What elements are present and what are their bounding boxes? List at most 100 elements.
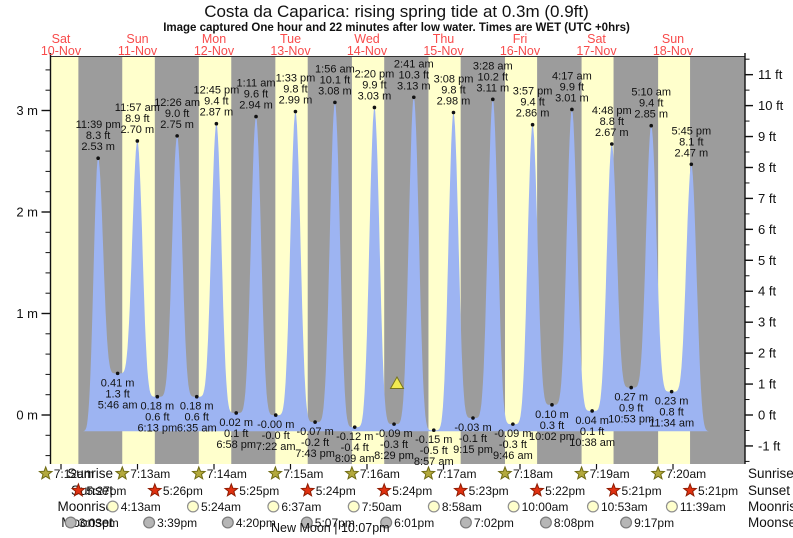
low-tide-feet: -0.0 ft: [262, 430, 290, 442]
high-tide-feet: 8.1 ft: [679, 136, 703, 148]
tide-extreme-dot: [550, 403, 554, 407]
low-tide-label: -0.09 m-0.3 ft9:46 am: [493, 422, 533, 462]
moonset-entry: 5:07pm: [300, 516, 355, 530]
high-tide-time: 11:57 am: [115, 102, 160, 114]
moonset-icon: [221, 516, 234, 529]
moonset-entry: 9:17pm: [620, 516, 674, 530]
sunrise-entry: 7:19am: [573, 465, 630, 481]
low-tide-label: -0.12 m-0.4 ft8:09 am: [335, 425, 375, 465]
low-tide-feet: -0.2 ft: [301, 437, 329, 449]
moonrise-icon: [186, 500, 199, 513]
moonset-row-label-right: Moonset: [748, 515, 793, 530]
high-tide-feet: 9.0 ft: [165, 108, 189, 120]
moonrise-icon: [267, 500, 280, 513]
moonrise-entry: 10:00am: [507, 500, 568, 514]
day-date: 13-Nov: [270, 44, 311, 58]
moonset-entry: 8:08pm: [539, 516, 594, 530]
sunset-time: 5:21pm: [698, 484, 738, 498]
high-tide-time: 3:08 pm: [434, 74, 474, 86]
left-axis-tick-label: 1 m: [16, 306, 38, 321]
day-date: 18-Nov: [653, 44, 694, 58]
tide-extreme-dot: [629, 385, 633, 390]
sunset-entry: 5:21pm: [682, 482, 738, 498]
low-tide-time: 11:34 am: [649, 418, 694, 430]
high-tide-metres: 3.08 m: [318, 85, 352, 97]
low-tide-metres: 0.10 m: [535, 409, 569, 421]
high-tide-label: 3:08 pm9.8 ft2.98 m: [434, 74, 474, 115]
tide-extreme-dot: [392, 422, 396, 426]
right-axis-tick-label: 0 ft: [758, 408, 776, 423]
low-tide-feet: 0.9 ft: [619, 403, 643, 415]
high-tide-feet: 10.2 ft: [478, 71, 509, 83]
sunset-icon: [223, 482, 239, 497]
tide-extreme-dot: [610, 142, 614, 146]
high-tide-time: 1:33 pm: [276, 73, 316, 85]
sunrise-entry: 7:14am: [191, 465, 247, 481]
low-tide-time: 8:09 am: [335, 453, 375, 465]
moonrise-entry: 5:24am: [186, 500, 241, 514]
high-tide-label: 12:45 pm9.4 ft2.87 m: [193, 85, 239, 126]
low-tide-time: 10:53 pm: [608, 414, 654, 426]
high-tide-feet: 9.9 ft: [560, 81, 584, 93]
moonset-time: 8:08pm: [554, 516, 594, 530]
moonrise-time: 11:39am: [680, 500, 726, 514]
high-tide-metres: 2.85 m: [634, 109, 668, 121]
moonrise-time: 10:53am: [601, 500, 648, 514]
moonrise-icon: [106, 500, 119, 513]
sunrise-icon: [497, 465, 513, 480]
sunset-icon: [376, 482, 392, 497]
high-tide-label: 3:57 pm9.4 ft2.86 m: [513, 86, 552, 127]
moonset-time: 3:39pm: [157, 516, 197, 530]
high-tide-time: 12:26 am: [154, 97, 200, 109]
low-tide-time: 5:46 am: [98, 399, 138, 411]
high-tide-label: 1:33 pm9.8 ft2.99 m: [276, 73, 316, 114]
chart-title: Costa da Caparica: rising spring tide at…: [204, 2, 589, 21]
right-axis-tick-label: 11 ft: [758, 67, 783, 82]
moonset-time: 4:20pm: [236, 516, 276, 530]
high-tide-metres: 3.11 m: [476, 82, 509, 94]
moonrise-icon: [586, 500, 599, 513]
sunrise-entry: 7:15am: [267, 465, 323, 481]
high-tide-time: 11:39 pm: [76, 119, 121, 131]
sunset-entry: 5:24pm: [376, 482, 432, 498]
sunrise-icon: [650, 465, 666, 480]
moonrise-time: 4:13am: [121, 500, 161, 514]
high-tide-time: 5:45 pm: [671, 125, 711, 137]
low-tide-feet: -0.3 ft: [380, 439, 408, 451]
moonset-entry: 3:39pm: [143, 516, 197, 530]
tide-extreme-dot: [155, 394, 160, 399]
moonset-icon: [620, 516, 633, 529]
right-axis-tick-label: 10 ft: [758, 98, 784, 113]
sunset-time: 5:26pm: [163, 484, 203, 498]
high-tide-metres: 2.86 m: [516, 108, 550, 120]
moonset-icon: [300, 516, 313, 529]
day-name: Sat: [587, 32, 606, 46]
tide-extreme-dot: [491, 97, 495, 102]
low-tide-feet: -0.1 ft: [459, 433, 487, 445]
tide-extreme-dot: [471, 416, 475, 420]
high-tide-time: 3:28 am: [473, 60, 513, 72]
sunset-row-label-right: Sunset: [748, 483, 790, 498]
moonset-time: 7:02pm: [474, 516, 514, 530]
sunset-icon: [453, 482, 469, 497]
sunset-time: 5:21pm: [622, 484, 662, 498]
day-name: Mon: [202, 32, 226, 46]
right-axis-tick-label: 2 ft: [758, 346, 776, 361]
high-tide-label: 11:57 am8.9 ft2.70 m: [115, 102, 160, 143]
low-tide-metres: 0.18 m: [140, 401, 174, 413]
day-name: Sat: [52, 32, 71, 46]
low-tide-metres: -0.07 m: [296, 426, 333, 438]
low-tide-metres: -0.09 m: [494, 428, 531, 440]
moonset-time: 5:07pm: [315, 516, 355, 530]
moonrise-entry: 6:37am: [267, 500, 321, 514]
low-tide-time: 10:38 am: [569, 437, 615, 449]
high-tide-time: 12:45 pm: [193, 85, 239, 97]
moonset-icon: [459, 516, 472, 529]
